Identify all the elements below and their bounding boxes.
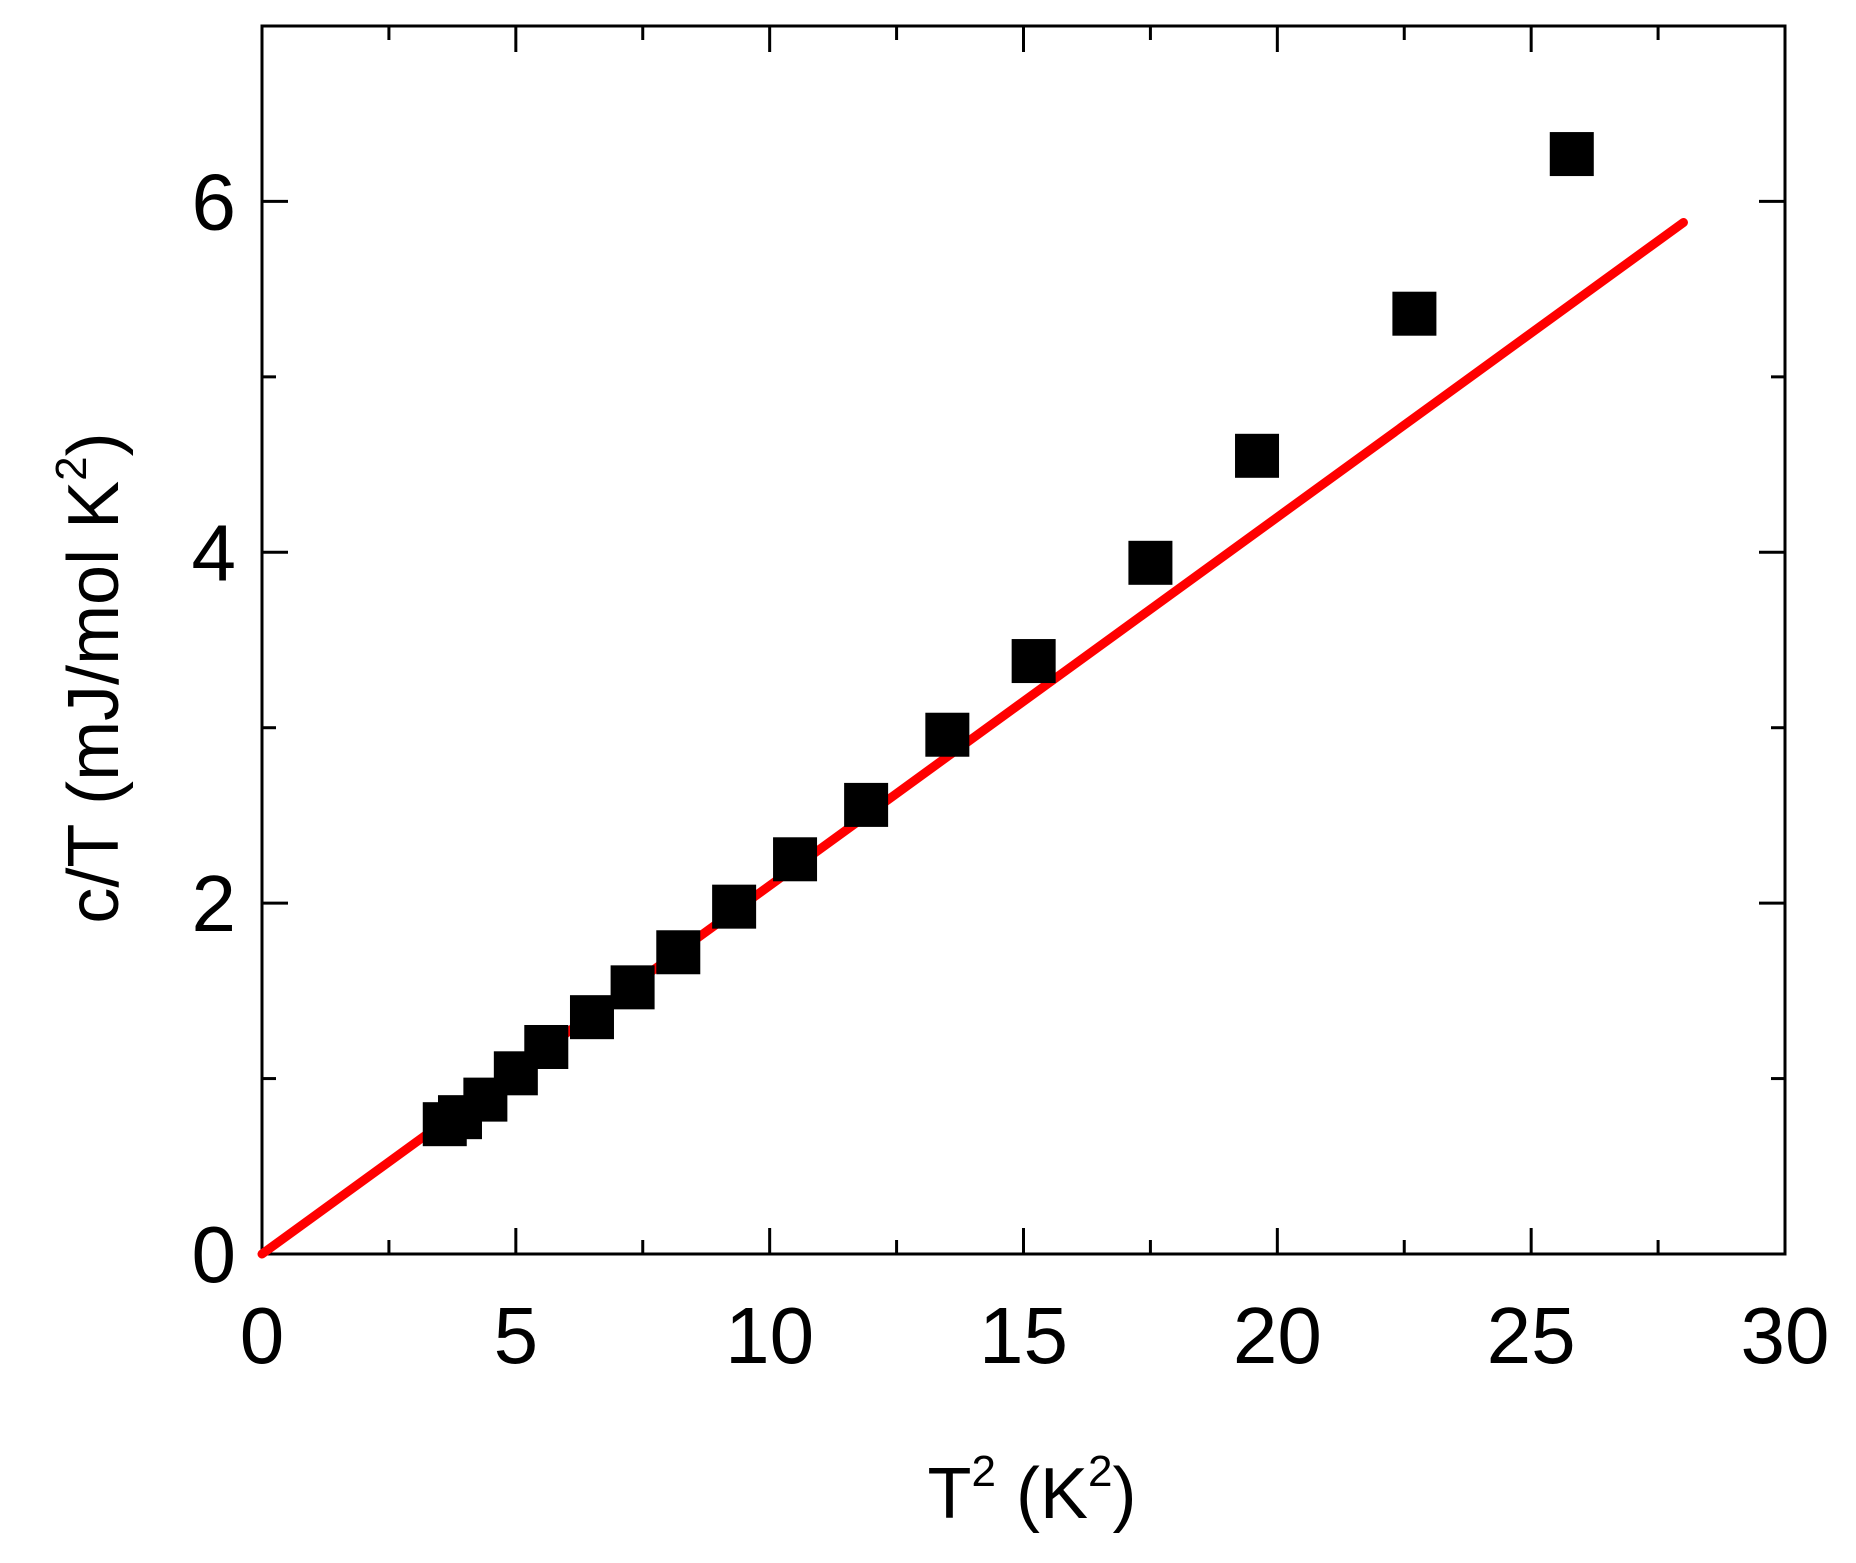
- y-tick-label: 6: [192, 157, 237, 246]
- data-point: [712, 884, 757, 929]
- data-point: [569, 995, 614, 1040]
- data-point: [610, 965, 655, 1010]
- y-axis-title: c/T (mJ/mol K2): [47, 432, 134, 923]
- x-tick-label: 10: [725, 1291, 814, 1380]
- y-tick-label: 0: [192, 1210, 237, 1299]
- data-point: [1128, 540, 1173, 585]
- data-point: [1235, 433, 1280, 478]
- data-point: [1392, 291, 1437, 336]
- x-tick-label: 0: [240, 1291, 285, 1380]
- x-tick-label: 5: [494, 1291, 539, 1380]
- data-point: [1549, 132, 1594, 177]
- data-point: [773, 837, 818, 882]
- x-tick-label: 15: [979, 1291, 1068, 1380]
- data-point: [925, 712, 970, 757]
- data-point: [844, 782, 889, 827]
- data-point: [656, 930, 701, 975]
- x-tick-label: 25: [1487, 1291, 1576, 1380]
- axis-ticks: [260, 26, 1787, 1256]
- data-points: [422, 132, 1594, 1147]
- data-point: [1011, 639, 1056, 684]
- x-tick-label: 20: [1233, 1291, 1322, 1380]
- x-tick-label: 30: [1741, 1291, 1830, 1380]
- y-tick-label: 2: [192, 859, 237, 948]
- x-axis-title: T2 (K2): [928, 1447, 1137, 1534]
- y-tick-label: 4: [192, 508, 237, 597]
- tick-labels: 0 5 10 15 20 25 30 0 2 4 6: [192, 157, 1830, 1380]
- data-point: [524, 1024, 569, 1069]
